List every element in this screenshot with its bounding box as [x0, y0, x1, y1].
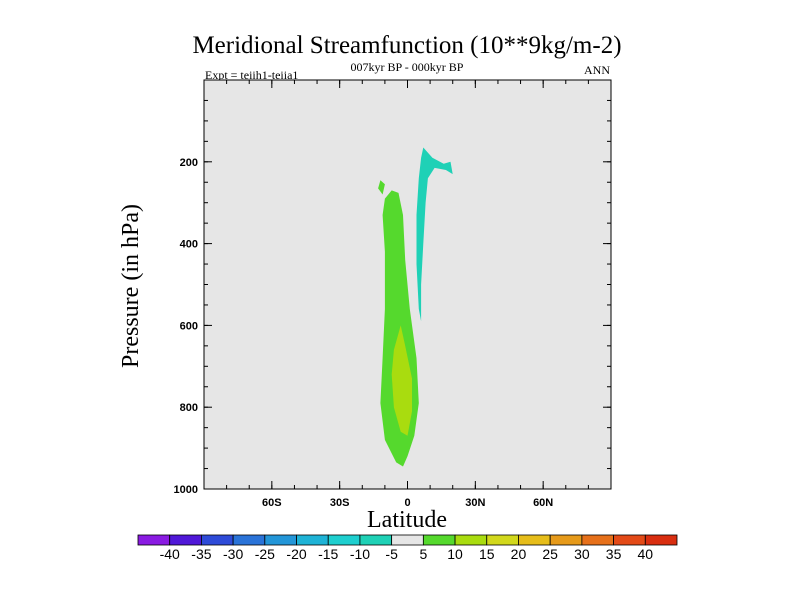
- contour-region-1: [378, 180, 385, 195]
- tick-labels: 60S 30S 0 30N 60N 200 400 600 800 1000: [174, 157, 554, 509]
- colorbar-box: [169, 534, 202, 546]
- x-tick-label: 60N: [533, 497, 553, 509]
- y-tick-label: 1000: [174, 484, 198, 496]
- y-tick-label: 400: [180, 239, 198, 251]
- colorbar-box: [613, 534, 646, 546]
- colorbar-box: [327, 534, 361, 546]
- x-tick-label: 0: [404, 497, 410, 509]
- colorbar-label: -30: [223, 546, 243, 562]
- colorbar-labels: -40 -35 -30 -25 -20 -15 -10 -5 5 10 15 20 25 30 35 40: [160, 546, 654, 562]
- colorbar-label: 25: [542, 546, 558, 562]
- colorbar-box: [391, 534, 424, 546]
- colorbar-label: 30: [574, 546, 590, 562]
- colorbar-box: [486, 534, 519, 546]
- colorbar-label: -20: [286, 546, 306, 562]
- x-axis-label: Latitude: [367, 507, 447, 533]
- y-tick-label: 600: [180, 320, 198, 332]
- colorbar-box: [201, 534, 234, 546]
- experiment-label: Expt = teiih1-teiia1: [205, 68, 298, 82]
- colorbar-box: [264, 534, 297, 546]
- chart-title: Meridional Streamfunction (10**9kg/m-2): [192, 32, 621, 59]
- colorbar-label: 5: [419, 546, 427, 562]
- colorbar-label: 10: [447, 546, 463, 562]
- colorbar-label: 40: [638, 546, 654, 562]
- axis-ticks: [203, 79, 612, 490]
- colorbar-label: 20: [511, 546, 527, 562]
- colorbar-label: -40: [160, 546, 180, 562]
- season-label: ANN: [584, 63, 610, 77]
- colorbar-box: [644, 534, 678, 546]
- colorbar-label: -15: [318, 546, 338, 562]
- y-tick-label: 200: [180, 157, 198, 169]
- colorbar: [137, 534, 678, 546]
- colorbar-box: [296, 534, 329, 546]
- x-tick-label: 30N: [465, 497, 485, 509]
- colorbar-label: 35: [606, 546, 622, 562]
- y-tick-label: 800: [180, 402, 198, 414]
- colorbar-box: [581, 534, 614, 546]
- colorbar-box: [422, 534, 456, 546]
- plot-frame: [203, 79, 612, 490]
- colorbar-box: [137, 534, 171, 546]
- colorbar-label: -10: [350, 546, 370, 562]
- colorbar-box: [518, 534, 551, 546]
- x-tick-label: 30S: [330, 497, 350, 509]
- contour-region-2: [391, 325, 412, 436]
- colorbar-label: -5: [385, 546, 398, 562]
- colorbar-box: [359, 534, 393, 546]
- colorbar-label: 15: [479, 546, 495, 562]
- colorbar-box: [454, 534, 488, 546]
- colorbar-box: [549, 534, 583, 546]
- colorbar-label: -35: [191, 546, 211, 562]
- colorbar-box: [232, 534, 266, 546]
- y-axis-label: Pressure (in hPa): [118, 204, 144, 368]
- colorbar-label: -25: [255, 546, 275, 562]
- contour-regions: [378, 147, 453, 467]
- time-range-label: 007kyr BP - 000kyr BP: [351, 60, 464, 74]
- x-tick-label: 60S: [262, 497, 282, 509]
- contour-region-3: [416, 147, 453, 322]
